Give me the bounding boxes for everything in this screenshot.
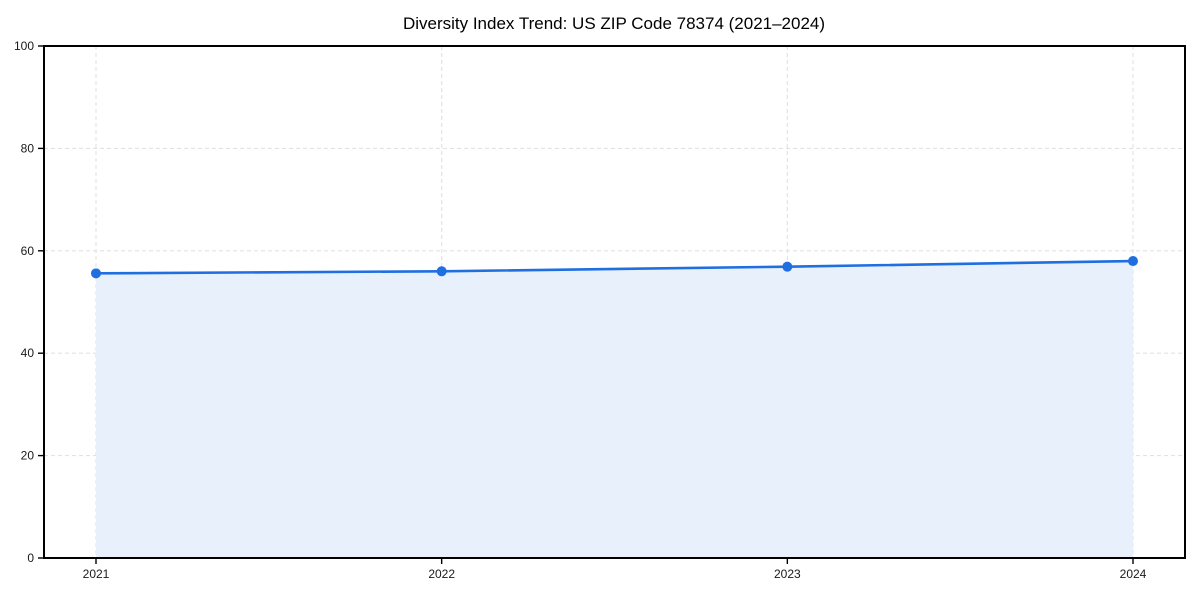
y-tick-label: 100 xyxy=(14,39,34,53)
area-fill xyxy=(96,261,1133,558)
data-point-marker xyxy=(1128,256,1138,267)
plot-frame xyxy=(43,45,1186,559)
axis-ticks xyxy=(38,45,1134,564)
y-tick-label: 40 xyxy=(21,346,35,360)
y-tick-label: 20 xyxy=(21,449,35,463)
trend-line-path xyxy=(94,259,1135,275)
data-point-marker xyxy=(782,261,793,272)
x-tick-label: 2023 xyxy=(774,567,801,581)
y-tick-label: 80 xyxy=(21,141,35,155)
x-tick-label: 2024 xyxy=(1120,567,1147,581)
y-tick-label: 60 xyxy=(21,244,35,258)
x-tick-label: 2021 xyxy=(83,567,110,581)
y-tick-label: 0 xyxy=(27,551,34,565)
axis-tick-labels: 0 20 40 60 80 100 2021 2022 2023 2024 xyxy=(14,39,1147,581)
data-point-marker xyxy=(91,268,101,279)
x-tick-label: 2022 xyxy=(428,567,455,581)
trend-line xyxy=(94,259,1135,275)
chart-title: Diversity Index Trend: US ZIP Code 78374… xyxy=(403,14,825,33)
data-point-markers xyxy=(91,256,1138,279)
area-fill-shape xyxy=(96,261,1133,558)
data-point-marker xyxy=(436,266,447,277)
plot-frame-rect xyxy=(43,45,1186,559)
